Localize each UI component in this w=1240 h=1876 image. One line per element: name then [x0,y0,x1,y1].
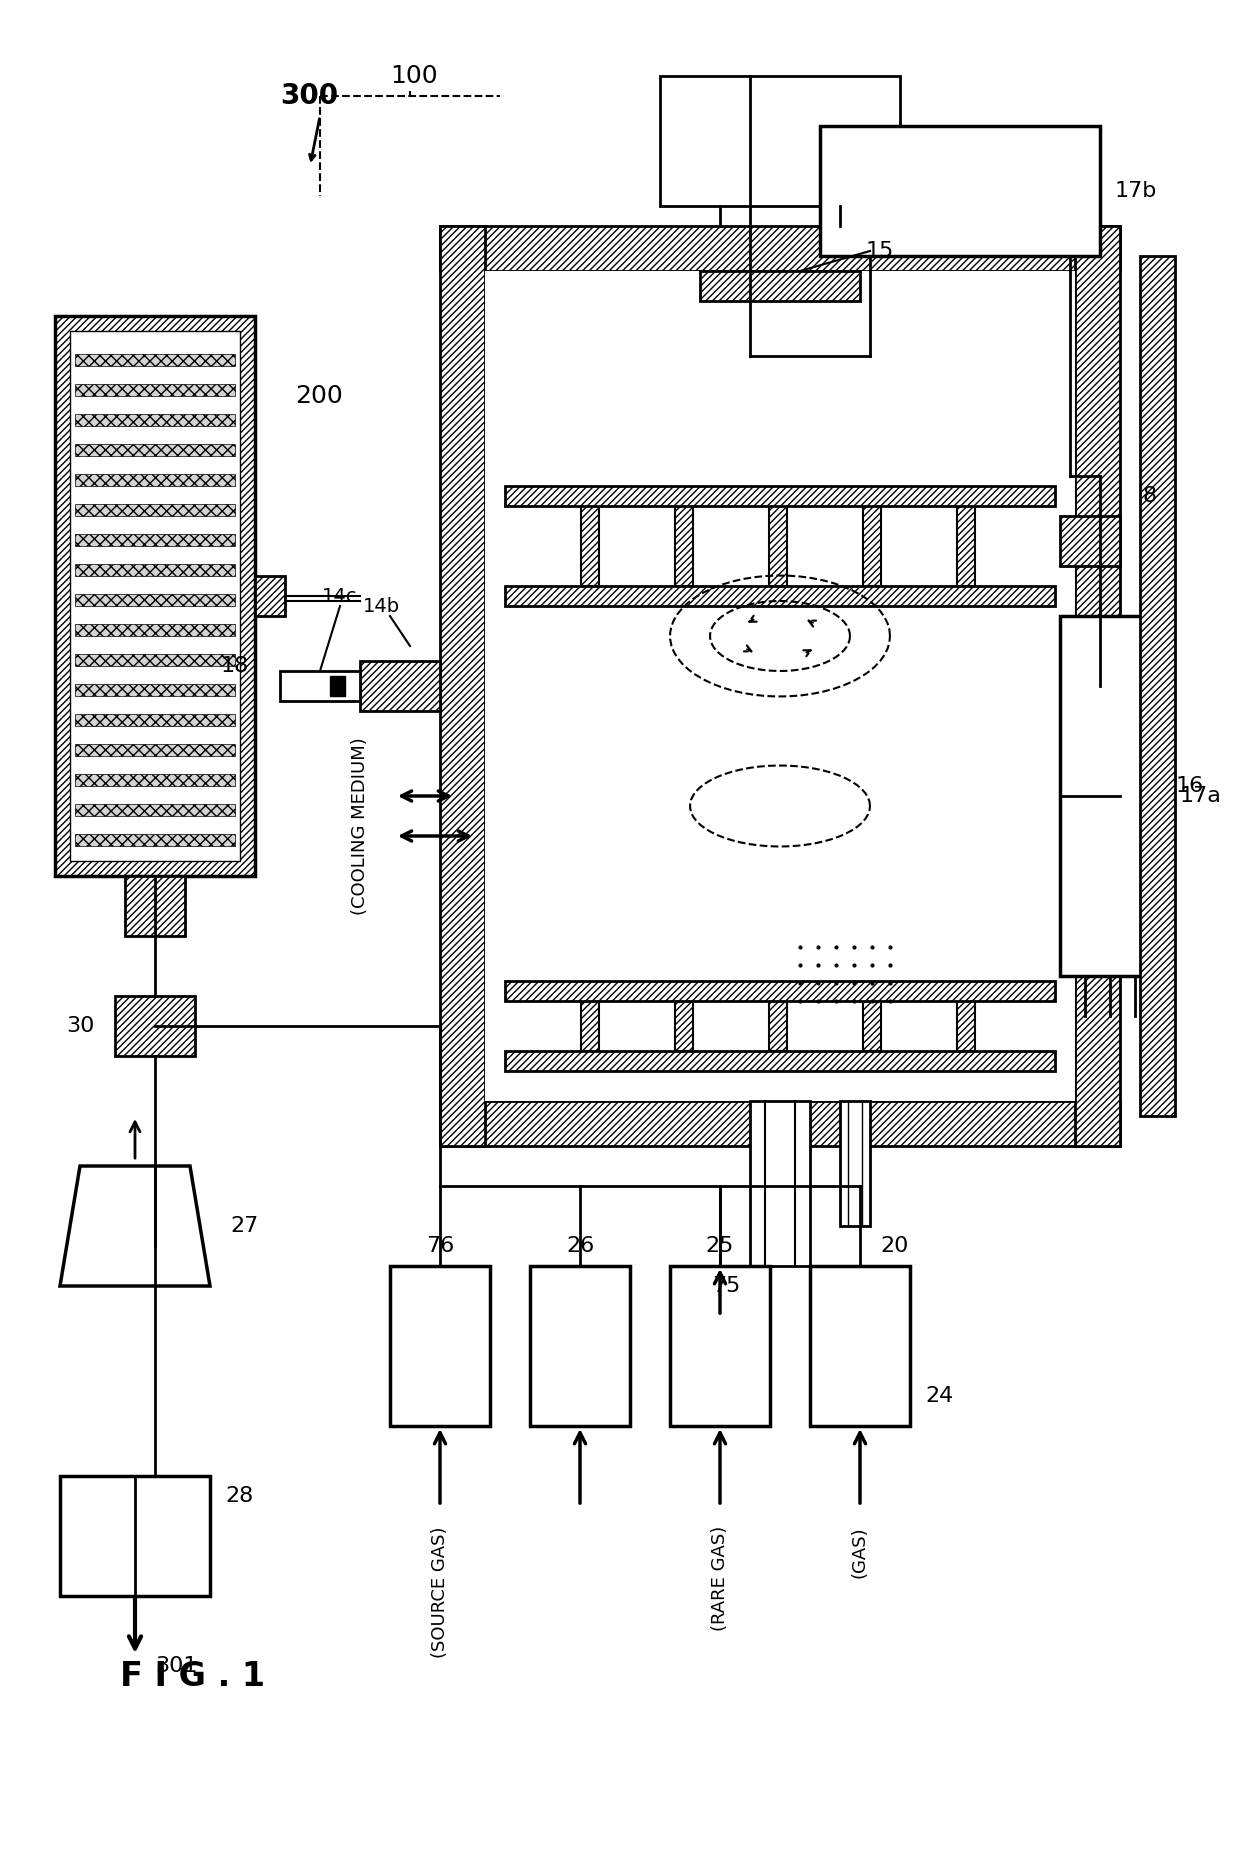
Bar [74,565,236,576]
Bar [957,507,975,585]
Bar [505,981,1055,1002]
Bar [505,1051,1055,1071]
Bar [74,475,236,486]
Bar [74,805,236,816]
Bar [255,576,285,615]
Bar [1140,255,1176,1116]
Bar [1060,516,1120,567]
Text: 200: 200 [295,385,342,407]
Text: 24: 24 [925,1386,954,1405]
Bar [40,1137,250,1315]
Text: (COOLING MEDIUM): (COOLING MEDIUM) [351,737,370,915]
Bar [74,655,236,666]
Text: (GAS): (GAS) [851,1525,869,1578]
Bar [74,775,236,786]
Bar [505,486,1055,507]
Bar [69,330,241,861]
Bar [115,996,195,1056]
Bar [74,385,236,396]
Bar [839,1101,870,1227]
Bar [485,270,1075,1101]
Text: 18: 18 [221,657,249,675]
Bar [440,225,485,1146]
Bar [863,1002,880,1051]
Bar [280,672,360,702]
Bar [529,1266,630,1426]
Bar [1075,225,1120,1146]
Text: 14c: 14c [322,587,358,606]
Bar [60,1476,210,1596]
Text: 100: 100 [391,64,438,88]
Bar [360,660,440,711]
Bar [74,625,236,636]
Bar [74,535,236,546]
Bar [74,505,236,516]
Text: 28: 28 [224,1486,253,1506]
Bar [74,415,236,426]
Bar [125,876,185,936]
Bar [660,77,900,206]
Text: (RARE GAS): (RARE GAS) [711,1525,729,1632]
Text: (SOURCE GAS): (SOURCE GAS) [432,1525,449,1658]
Text: 27: 27 [229,1216,258,1236]
Bar [74,835,236,846]
Bar [505,585,1055,606]
Bar [1060,615,1159,976]
Bar [440,1101,1120,1146]
Bar [74,715,236,726]
Bar [74,445,236,456]
Bar [670,1266,770,1426]
Text: 30: 30 [67,1017,95,1036]
Text: 17a: 17a [1180,786,1221,807]
Bar [957,1002,975,1051]
Bar [820,126,1100,255]
Bar [675,507,693,585]
Bar [74,355,236,366]
Bar [582,1002,599,1051]
Text: 16: 16 [1176,777,1204,795]
Bar [863,507,880,585]
Bar [440,225,1120,270]
Text: 20: 20 [880,1236,909,1257]
Text: 301: 301 [155,1657,197,1675]
Text: 14b: 14b [363,597,401,615]
Bar [582,507,599,585]
Text: 17b: 17b [1115,180,1157,201]
Bar [675,1002,693,1051]
Bar [701,270,861,300]
Text: 26: 26 [565,1236,594,1257]
Bar [769,1002,787,1051]
Bar [769,507,787,585]
Bar [74,595,236,606]
Bar [330,675,345,696]
Text: 300: 300 [280,83,339,111]
Text: 8: 8 [1143,486,1157,507]
Bar [810,1266,910,1426]
Bar [55,315,255,876]
Bar [320,96,1200,1197]
Text: 25: 25 [706,1236,734,1257]
Bar [750,1101,810,1266]
Text: 75: 75 [712,1276,740,1296]
Polygon shape [60,1167,210,1287]
Bar [30,176,1210,1726]
Text: 76: 76 [425,1236,454,1257]
Text: F I G . 1: F I G . 1 [120,1660,265,1692]
Bar [74,685,236,696]
Text: 15: 15 [866,240,894,261]
Bar [391,1266,490,1426]
Bar [74,745,236,756]
